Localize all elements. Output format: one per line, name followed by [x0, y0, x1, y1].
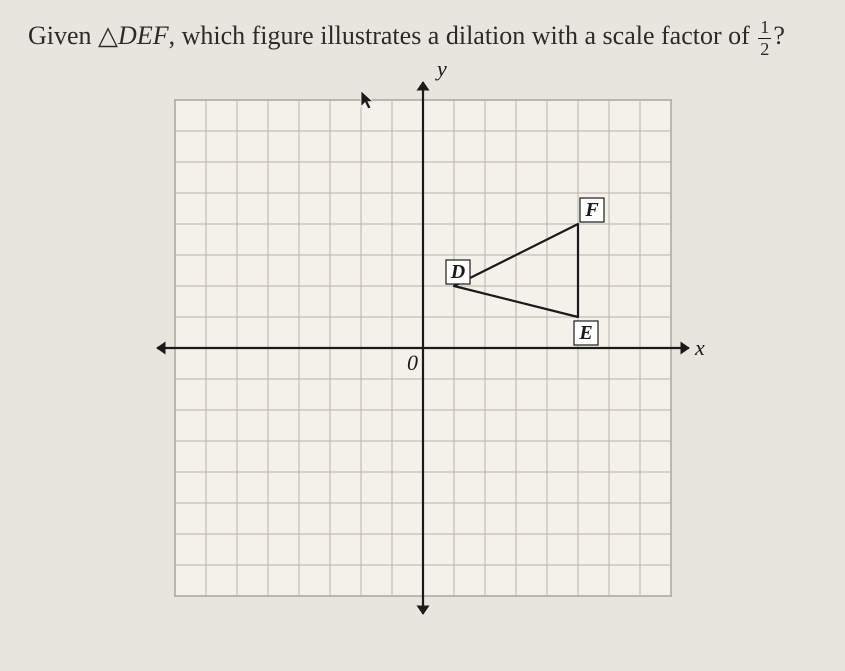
fraction: 12 [758, 18, 771, 57]
q-post: ? [773, 21, 785, 50]
y-axis-label: y [435, 66, 447, 81]
q-mid: , which figure illustrates a dilation wi… [169, 21, 757, 50]
vertex-label-d: D [449, 261, 464, 283]
fraction-numerator: 1 [758, 18, 771, 38]
fraction-denominator: 2 [758, 39, 771, 58]
question-text: Given △DEF, which figure illustrates a d… [28, 18, 817, 58]
triangle-name: DEF [118, 21, 169, 50]
triangle-symbol: △ [98, 21, 118, 50]
q-pre: Given [28, 21, 98, 50]
vertex-label-e: E [578, 322, 592, 344]
x-axis-label: x [694, 335, 705, 360]
origin-label: 0 [407, 350, 418, 375]
vertex-label-f: F [584, 199, 599, 221]
coordinate-grid: y x 0 D E F [141, 66, 705, 630]
chart-container: y x 0 D E F [28, 66, 817, 630]
